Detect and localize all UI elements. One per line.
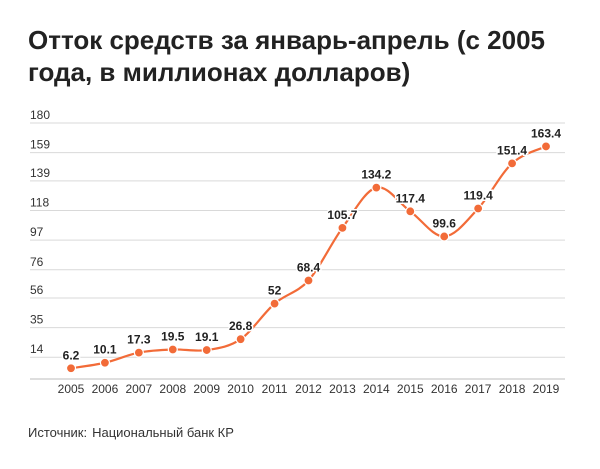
data-point: [337, 222, 348, 233]
x-tick-label: 2013: [329, 382, 356, 396]
y-tick-label: 118: [30, 195, 49, 209]
data-label: 105.7: [327, 208, 357, 222]
data-label: 99.6: [433, 216, 457, 230]
data-point: [303, 275, 314, 286]
data-point: [506, 158, 518, 169]
data-label: 68.4: [297, 260, 321, 274]
x-tick-label: 2018: [499, 382, 526, 396]
data-label: 6.2: [63, 348, 80, 362]
data-point: [371, 182, 382, 193]
y-tick-label: 14: [30, 342, 44, 356]
y-tick-label: 97: [30, 225, 44, 239]
data-label: 17.3: [127, 333, 151, 347]
y-tick-label: 35: [30, 313, 44, 327]
data-label: 151.4: [497, 143, 527, 157]
data-point: [99, 357, 111, 368]
data-label: 117.4: [396, 191, 426, 205]
data-points: [65, 141, 552, 374]
data-label: 119.4: [463, 189, 493, 203]
x-tick-label: 2014: [363, 382, 390, 396]
grid-lines: [30, 122, 565, 380]
data-point: [65, 363, 77, 374]
source-label: Источник:: [28, 425, 88, 440]
x-tick-label: 2015: [397, 382, 424, 396]
data-label: 163.4: [531, 126, 561, 140]
x-tick-label: 2012: [295, 382, 322, 396]
data-point: [405, 206, 416, 217]
y-tick-label: 180: [30, 108, 50, 122]
x-tick-label: 2016: [431, 382, 458, 396]
source-note: Источник: Национальный банк КР: [28, 425, 234, 440]
data-point: [473, 203, 484, 214]
x-tick-label: 2008: [159, 382, 186, 396]
data-label: 19.1: [195, 330, 219, 344]
data-point: [201, 344, 212, 356]
y-tick-label: 159: [30, 138, 50, 152]
data-point: [235, 334, 246, 345]
data-label: 52: [268, 284, 282, 298]
data-point: [540, 141, 552, 152]
y-tick-label: 139: [30, 166, 50, 180]
x-tick-label: 2011: [262, 382, 288, 396]
x-tick-label: 2019: [533, 382, 560, 396]
x-tick-label: 2005: [58, 382, 85, 396]
x-tick-label: 2009: [193, 382, 220, 396]
y-tick-labels: 14 35 56 76 97 118 139 159 180: [30, 108, 50, 356]
data-point: [269, 298, 280, 309]
x-tick-labels: 2005 2006 2007 2008 2009 2010 2011 2012 2013 2014…: [58, 382, 560, 396]
data-labels: 6.2 10.1 17.3 19.5 19.1 26.8 52 68.4 105.7 134.2 1…: [61, 125, 563, 364]
x-tick-label: 2017: [465, 382, 492, 396]
data-point: [133, 347, 144, 358]
data-label: 19.5: [161, 329, 185, 343]
x-tick-label: 2007: [126, 382, 153, 396]
x-tick-label: 2006: [92, 382, 119, 396]
y-tick-label: 56: [30, 283, 44, 297]
source-value: Национальный банк КР: [92, 425, 234, 440]
data-point: [439, 231, 450, 242]
data-label: 26.8: [229, 319, 253, 333]
data-label: 134.2: [361, 168, 391, 182]
y-tick-label: 76: [30, 255, 44, 269]
x-tick-label: 2010: [227, 382, 254, 396]
data-point: [167, 344, 178, 355]
data-label: 10.1: [93, 343, 117, 357]
chart-title: Отток средств за январь-апрель (с 2005 г…: [28, 25, 546, 87]
